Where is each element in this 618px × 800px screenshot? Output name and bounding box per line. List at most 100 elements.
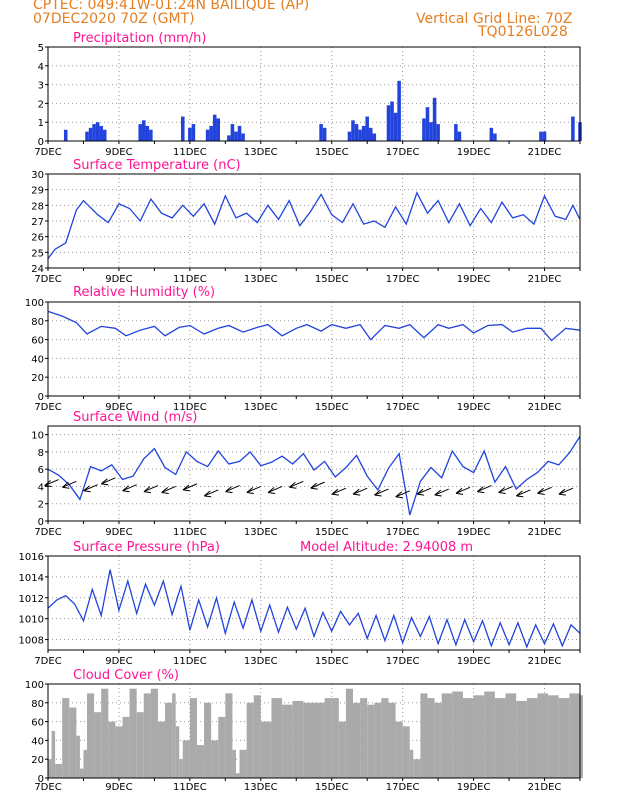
x-tick-label: 9DEC <box>105 147 132 158</box>
cloud-bar <box>324 698 332 778</box>
x-tick-label: 17DEC <box>386 147 420 158</box>
precip-bar <box>358 129 362 141</box>
y-tick-label: 60 <box>31 336 44 347</box>
cloud-bar <box>338 721 346 778</box>
wind-arrow <box>161 485 176 493</box>
x-tick-label: 19DEC <box>457 656 491 667</box>
header-date: 07DEC2020 70Z (GMT) <box>33 11 195 27</box>
precip-bar <box>454 124 458 141</box>
wind-arrow-head <box>289 481 297 489</box>
x-tick-label: 7DEC <box>34 782 61 793</box>
cloud-bar <box>246 702 254 778</box>
x-tick-label: 9DEC <box>105 527 132 538</box>
precip-bar <box>368 127 373 141</box>
precip-bar <box>319 124 323 141</box>
wind-arrow-head <box>352 488 361 496</box>
precip-bar <box>241 133 245 141</box>
wind-arrow <box>83 484 98 492</box>
y-tick-label: 100 <box>25 298 44 309</box>
wind-arrow-head <box>161 487 169 494</box>
precip-bar <box>539 131 543 141</box>
cloud-bar <box>314 702 325 778</box>
wind-arrow <box>204 489 219 497</box>
cloud-bar <box>427 698 435 778</box>
y-tick-label: 1016 <box>19 552 44 563</box>
x-tick-label: 19DEC <box>457 147 491 158</box>
cloud-bar <box>150 688 158 778</box>
precip-bar <box>429 122 433 141</box>
wind-arrow-head <box>62 481 70 489</box>
temp-series-line <box>47 191 581 259</box>
y-tick-label: 8 <box>38 448 44 459</box>
precip-bar <box>436 124 440 141</box>
cloud-bar <box>232 749 236 778</box>
cloud-bar <box>580 695 583 778</box>
precip-bar <box>149 129 153 141</box>
x-tick-label: 7DEC <box>34 527 61 538</box>
cloud-bar <box>48 759 52 778</box>
precip-bar <box>347 131 352 141</box>
cloud-bar <box>558 698 570 778</box>
wind-arrow-head <box>182 484 191 492</box>
x-tick-label: 15DEC <box>315 147 349 158</box>
cloud-bar <box>182 740 190 778</box>
wind-arrow-head <box>122 485 130 493</box>
pres-series-line <box>47 569 581 649</box>
cloud-bar <box>569 693 580 778</box>
wind-arrow-head <box>498 487 506 494</box>
cloud-bar <box>172 693 176 778</box>
panel-frame <box>47 683 581 779</box>
precip-bar <box>390 101 394 141</box>
cloud-bar <box>409 749 414 778</box>
cloud-bar <box>292 700 304 778</box>
precip-bar <box>351 120 355 141</box>
x-tick-label: 19DEC <box>457 527 491 538</box>
wind-arrow-head <box>83 485 91 493</box>
x-tick-label: 21DEC <box>528 782 562 793</box>
y-tick-label: 0 <box>38 774 44 785</box>
precip-bar <box>216 118 221 141</box>
x-tick-label: 7DEC <box>34 656 61 667</box>
x-tick-label: 15DEC <box>315 402 349 413</box>
rh-series-line <box>47 310 581 342</box>
precip-bar <box>422 118 426 141</box>
x-tick-label: 21DEC <box>528 656 562 667</box>
y-tick-label: 80 <box>31 317 44 328</box>
wind-arrow-head <box>143 486 152 494</box>
cloud-bar <box>136 712 144 778</box>
wind-arrow <box>455 486 471 494</box>
x-tick-label: 15DEC <box>315 656 349 667</box>
precip-bar <box>542 131 547 141</box>
cloud-bar <box>218 716 226 778</box>
wind-arrow <box>374 488 389 496</box>
x-tick-label: 11DEC <box>173 782 207 793</box>
cloud-bar <box>196 745 205 778</box>
x-tick-label: 21DEC <box>528 147 562 158</box>
x-tick-label: 17DEC <box>386 782 420 793</box>
precip-bar <box>141 120 146 141</box>
y-tick-label: 4 <box>38 62 44 73</box>
wind-arrow-head <box>537 487 545 495</box>
cloud-bar <box>115 726 123 778</box>
x-tick-label: 19DEC <box>457 402 491 413</box>
precip-bar <box>425 107 430 141</box>
cloud-bar <box>239 749 247 778</box>
x-tick-label: 17DEC <box>386 656 420 667</box>
cloud-bar <box>367 704 375 778</box>
cloud-bar <box>211 740 219 778</box>
x-tick-label: 19DEC <box>457 782 491 793</box>
precip-bar <box>365 116 369 141</box>
x-tick-label: 7DEC <box>34 147 61 158</box>
y-tick-label: 1010 <box>19 615 44 626</box>
cloud-bar <box>548 695 559 778</box>
wind-arrow <box>558 487 574 495</box>
cloud-bar <box>345 688 354 778</box>
cloud-bar <box>122 716 130 778</box>
precip-bar <box>489 127 494 141</box>
wind-arrow <box>122 484 137 492</box>
cloud-bar <box>260 721 272 778</box>
cloud-bar <box>62 698 70 778</box>
cloud-bar <box>189 698 197 778</box>
wind-arrow <box>434 488 449 496</box>
wind-arrow-head <box>395 491 403 499</box>
